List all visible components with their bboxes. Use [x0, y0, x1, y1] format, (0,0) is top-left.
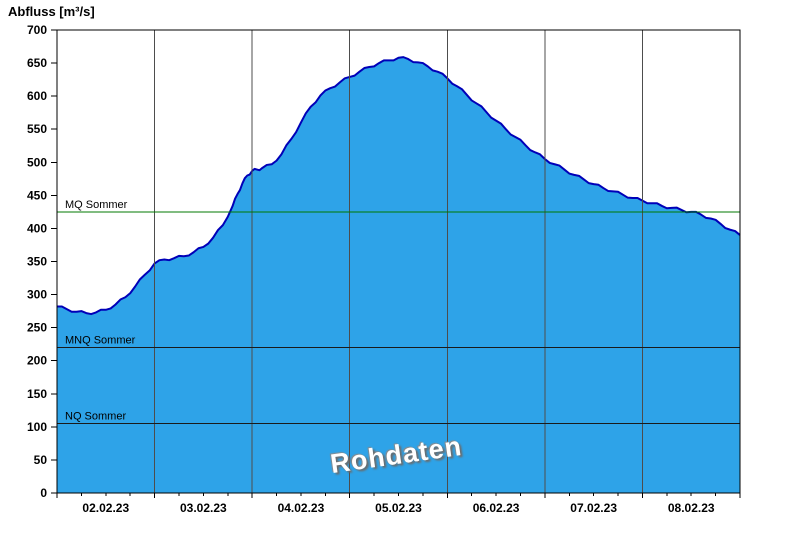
y-tick-label: 100 [27, 420, 47, 434]
y-tick-label: 200 [27, 354, 47, 368]
discharge-line [57, 56, 741, 316]
x-tick-label: 07.02.23 [570, 501, 617, 515]
y-tick-label: 0 [40, 486, 47, 500]
y-tick-label: 650 [27, 56, 47, 70]
x-tick-label: 06.02.23 [473, 501, 520, 515]
x-tick-label: 02.02.23 [82, 501, 129, 515]
y-tick-label: 250 [27, 321, 47, 335]
y-tick-label: 400 [27, 221, 47, 235]
chart-title: Abfluss [m³/s] [8, 4, 95, 19]
reference-line-label: MNQ Sommer [65, 334, 136, 346]
y-tick-label: 500 [27, 155, 47, 169]
x-tick-label: 05.02.23 [375, 501, 422, 515]
y-tick-label: 50 [34, 453, 48, 467]
x-tick-label: 03.02.23 [180, 501, 227, 515]
x-tick-label: 04.02.23 [278, 501, 325, 515]
x-tick-label: 08.02.23 [668, 501, 715, 515]
y-tick-label: 600 [27, 89, 47, 103]
discharge-area [57, 57, 740, 494]
y-tick-label: 700 [27, 23, 47, 37]
reference-line-label: MQ Sommer [65, 199, 128, 211]
y-tick-label: 150 [27, 387, 47, 401]
y-tick-label: 350 [27, 255, 47, 269]
y-tick-label: 450 [27, 188, 47, 202]
reference-line-label: NQ Sommer [65, 411, 126, 423]
y-tick-label: 300 [27, 288, 47, 302]
y-tick-label: 550 [27, 122, 47, 136]
